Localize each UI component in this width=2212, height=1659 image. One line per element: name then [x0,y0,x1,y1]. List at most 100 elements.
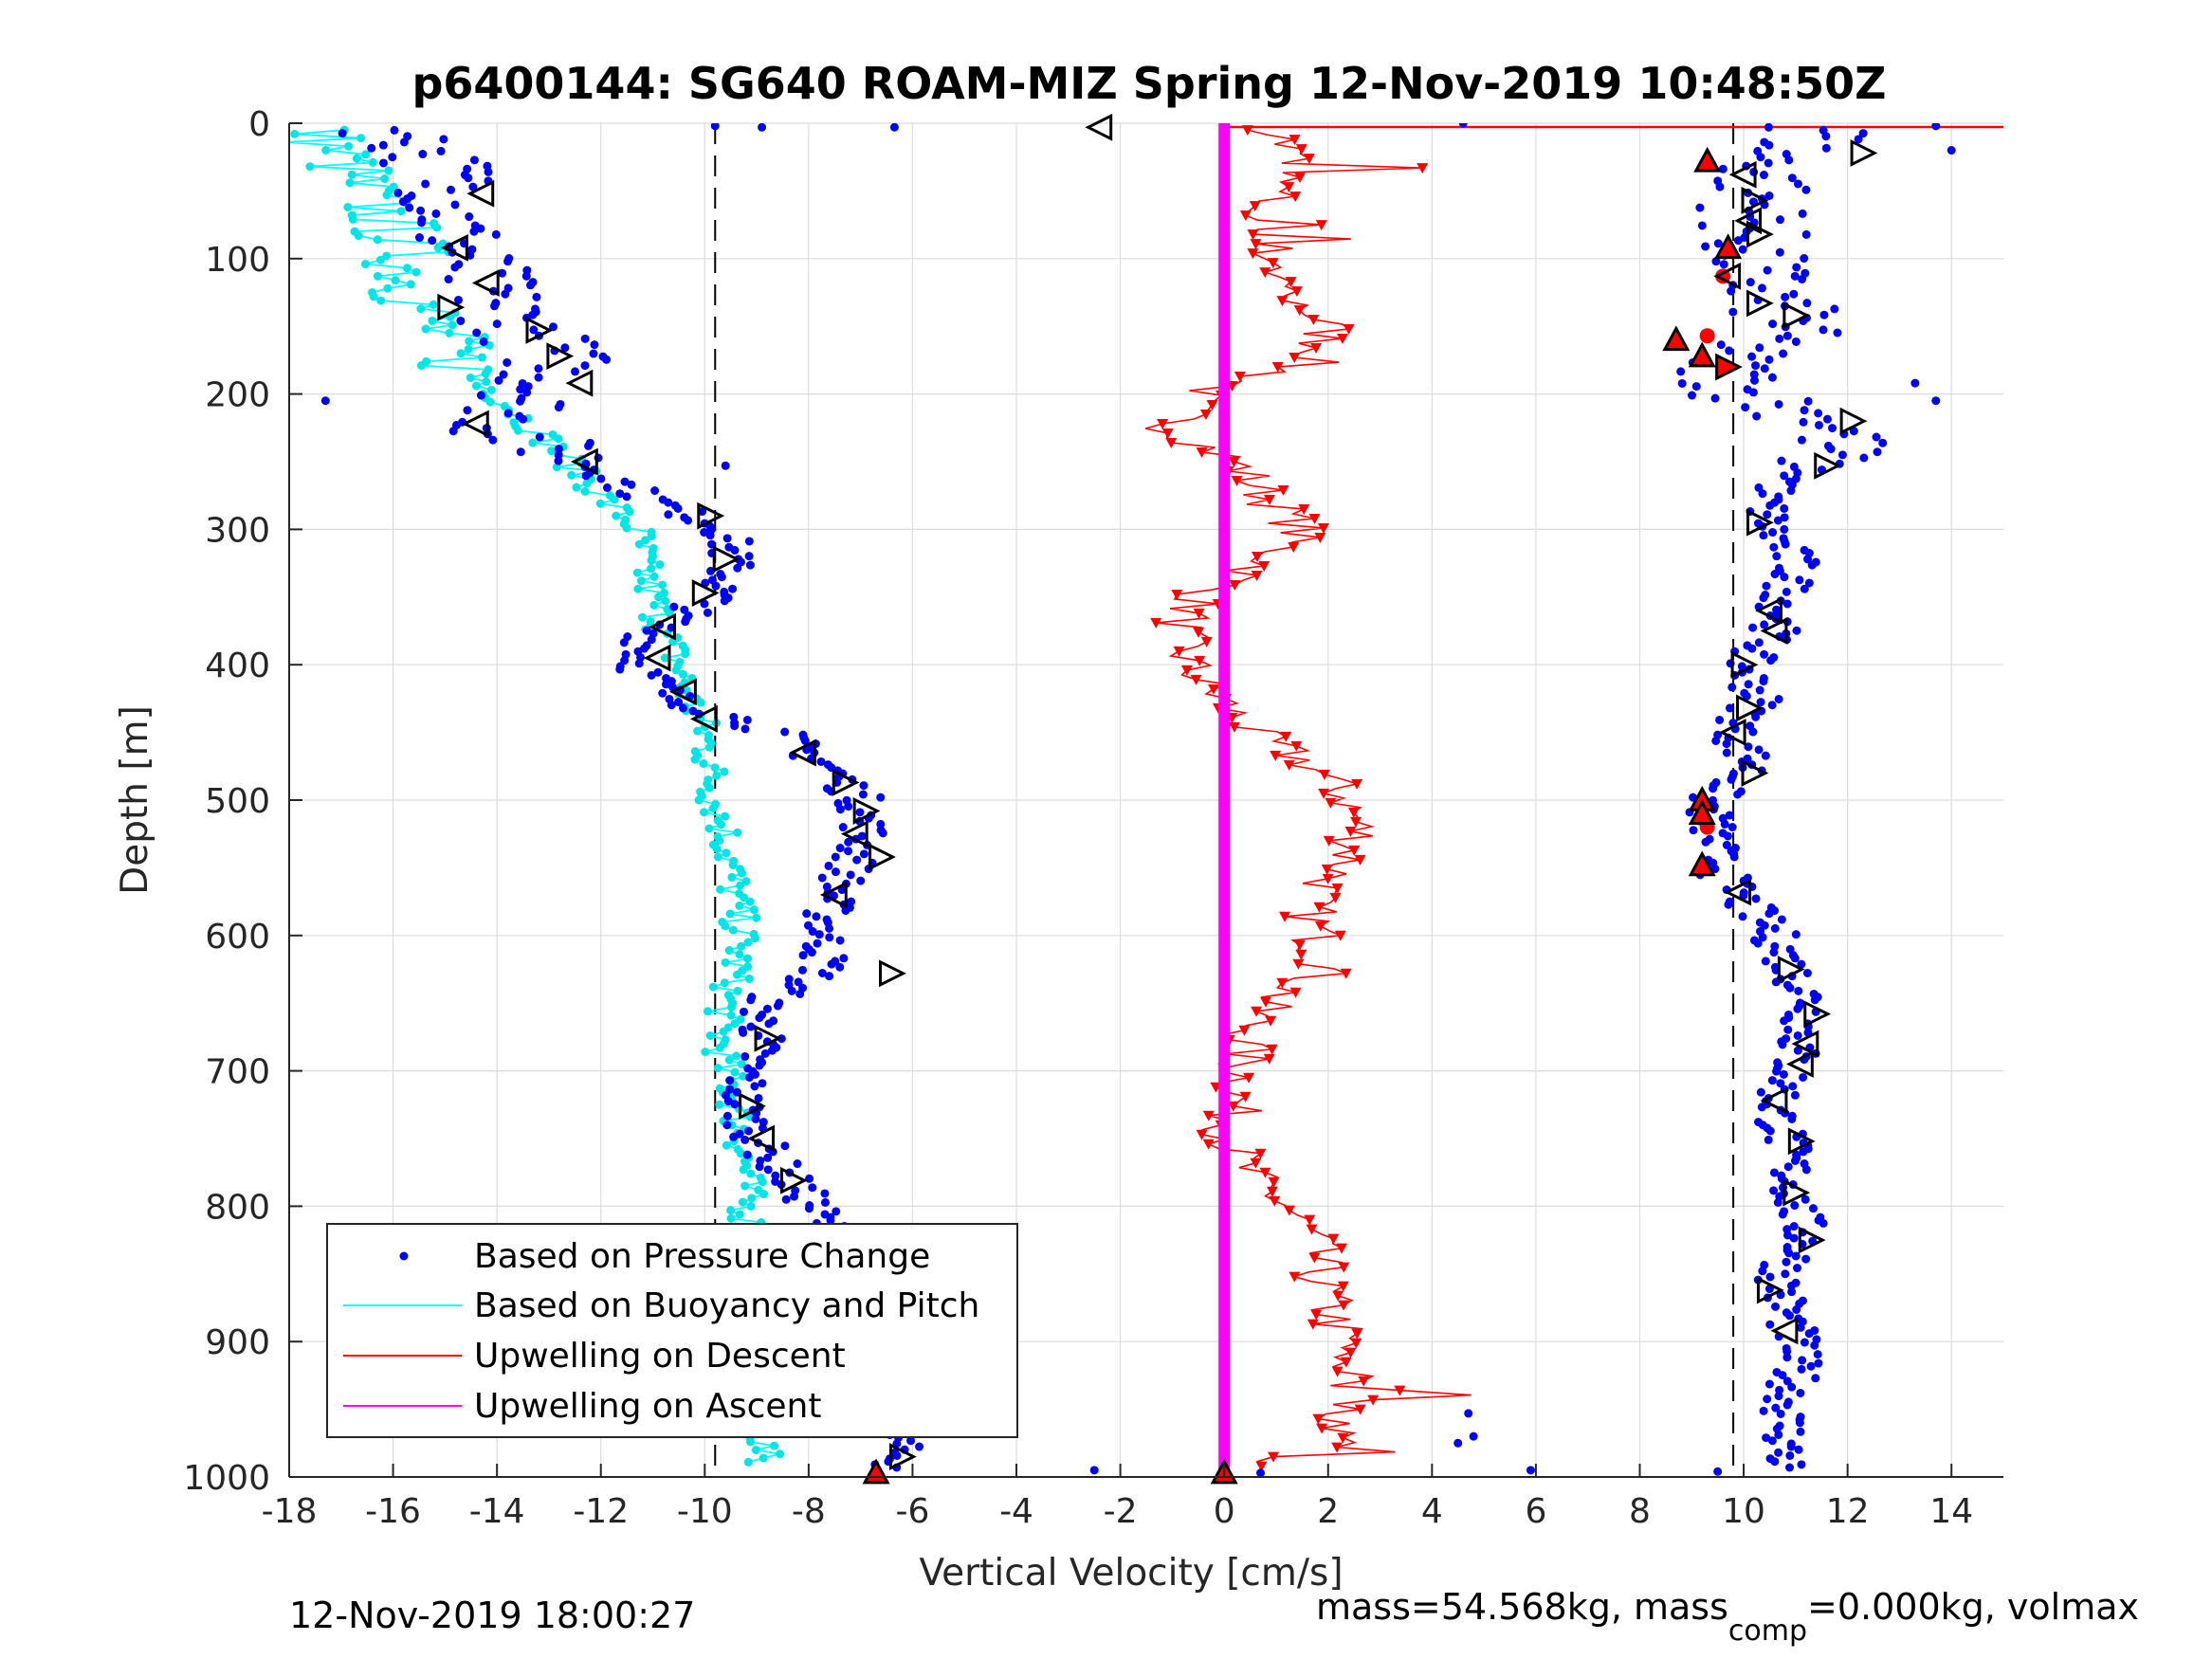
x-tick-label: 2 [1317,1492,1339,1531]
pressure-point [755,1061,764,1070]
pressure-point [1790,1090,1800,1100]
pressure-point [780,727,790,737]
pressure-point [1793,1004,1802,1013]
pressure-point [367,143,376,153]
pressure-point [876,793,886,802]
pressure-point [824,861,833,870]
buoyancy-point [735,1210,744,1219]
buoyancy-point [471,381,481,391]
descent-point [1340,968,1352,979]
pressure-point [1751,361,1761,371]
x-tick-label: -4 [999,1492,1033,1531]
pressure-point [835,962,845,972]
pressure-point [1792,1304,1801,1314]
buoyancy-point [466,373,475,382]
pressure-point [1814,420,1823,429]
pressure-point [1729,852,1739,862]
pressure-point [1785,1311,1795,1321]
pressure-point [1798,1356,1807,1365]
descent-point [1329,892,1342,903]
pressure-point [1779,1069,1788,1079]
triangle-marker [1756,1276,1784,1304]
pressure-point [1782,331,1792,340]
pressure-point [1752,411,1762,421]
pressure-point [1780,1016,1789,1026]
buoyancy-point [746,1169,756,1178]
descent-point [1208,684,1220,695]
pressure-point [807,948,816,957]
pressure-point [490,301,500,311]
buoyancy-point [721,921,730,931]
pressure-point [1803,555,1813,564]
pressure-point [1776,1079,1785,1088]
pressure-point [787,986,796,995]
buoyancy-point [354,231,363,241]
pressure-point [532,292,541,301]
pressure-point [1764,140,1774,150]
descent-point [1206,400,1218,411]
pressure-point [1810,995,1819,1005]
descent-point [1227,1101,1239,1112]
chart-title: p6400144: SG640 ROAM-MIZ Spring 12-Nov-2… [411,58,1886,109]
buoyancy-point [384,166,393,175]
triangle-marker [747,1124,776,1153]
pressure-outlier-point [1713,1467,1723,1476]
descent-point [1239,210,1252,222]
buoyancy-point [700,808,709,817]
y-tick-label: 800 [205,1188,270,1227]
pressure-point [615,665,625,674]
triangle-marker [1728,160,1757,189]
triangle-marker [1741,759,1769,787]
pressure-point [1774,1430,1783,1439]
pressure-point [826,1215,835,1225]
triangle-marker [789,738,816,767]
pressure-point [722,1121,732,1130]
pressure-point [1819,325,1828,335]
pressure-point [700,599,709,609]
pressure-point [889,123,899,132]
triangle-marker [1746,508,1774,537]
pressure-point [1751,894,1761,903]
pressure-point [1787,173,1797,183]
buoyancy-point [369,292,378,301]
pressure-point [1784,1249,1794,1258]
pressure-point [468,182,478,191]
pressure-point [777,1034,786,1044]
footer-timestamp: 12-Nov-2019 18:00:27 [289,1595,695,1636]
pressure-point [803,921,813,930]
pressure-point [1781,292,1790,301]
buoyancy-point [736,881,745,890]
descent-point [1161,428,1174,440]
buoyancy-point [720,767,729,776]
pressure-point [798,951,808,960]
pressure-point [1826,445,1836,454]
pressure-point [1778,1371,1787,1380]
buoyancy-point [735,901,744,910]
pressure-point [1781,1269,1790,1279]
buoyancy-point [368,157,377,167]
descent-point [1283,182,1295,193]
pressure-point [1837,450,1847,460]
descent-point [1347,807,1360,818]
descent-point [1259,267,1271,279]
buoyancy-point [738,1197,747,1207]
descent-point [1250,239,1262,250]
pressure-point [1795,1418,1804,1428]
pressure-point [781,1194,791,1204]
buoyancy-point [477,353,486,362]
buoyancy-point [722,848,731,858]
pressure-point [800,736,810,745]
descent-point [1310,343,1323,355]
pressure-point [439,135,448,144]
buoyancy-point [622,523,631,533]
buoyancy-point [776,1449,785,1459]
pressure-outlier-point [320,396,330,406]
triangle-marker [712,545,740,574]
pressure-point [1828,424,1837,433]
buoyancy-point [647,532,656,541]
buoyancy-point [612,511,621,520]
pressure-point [1763,510,1772,520]
pressure-point [1801,229,1811,239]
pressure-point [1780,573,1789,582]
pressure-point [1765,1272,1775,1282]
